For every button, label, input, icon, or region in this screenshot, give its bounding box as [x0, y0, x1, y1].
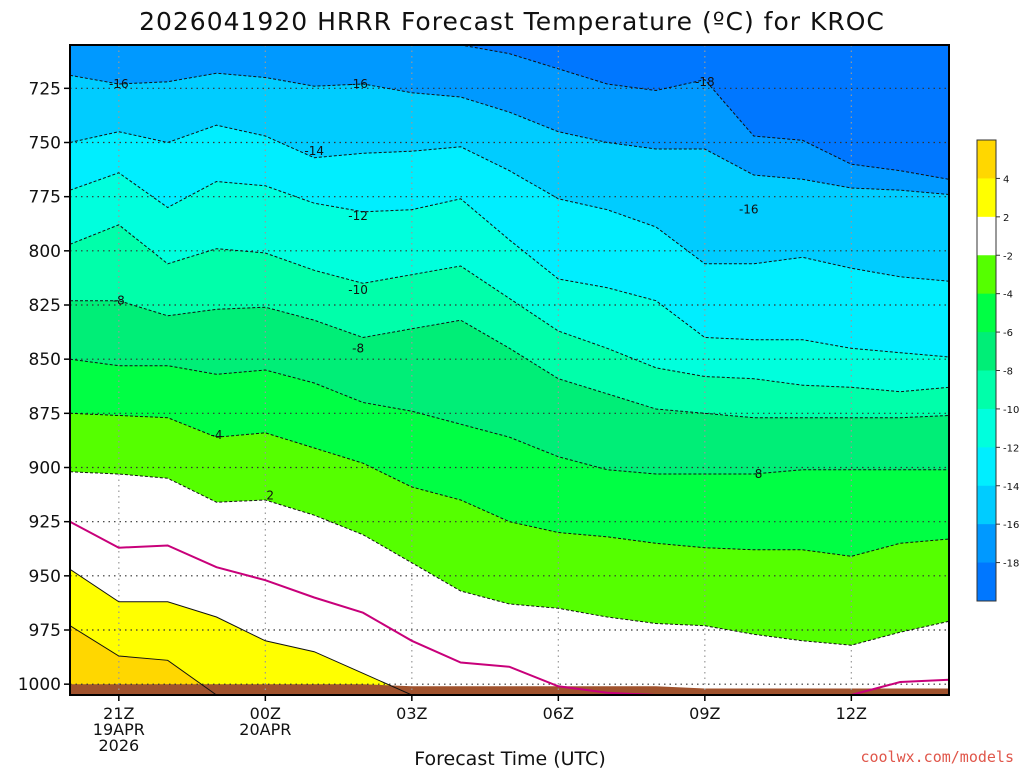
chart-title: 2026041920 HRRR Forecast Temperature (ºC… — [139, 7, 885, 36]
colorbar-swatch — [977, 255, 996, 295]
colorbar-label: -18 — [1003, 559, 1019, 570]
colorbar-label: -12 — [1003, 443, 1019, 454]
y-tick-label: 800 — [29, 242, 61, 262]
x-tick-label: 19APR — [93, 720, 145, 739]
y-tick-label: 775 — [29, 188, 61, 208]
colorbar-label: -16 — [1003, 520, 1019, 531]
contour-label: 8 — [755, 467, 763, 481]
colorbar-label: -8 — [1003, 367, 1013, 378]
colorbar-swatch — [977, 524, 996, 564]
plot-frame — [69, 44, 950, 696]
colorbar-label: -6 — [1003, 328, 1013, 339]
colorbar-swatch — [977, 370, 996, 410]
credit-link[interactable]: coolwx.com/models — [860, 748, 1014, 766]
contour--12 — [70, 124, 949, 282]
colorbar-swatch — [977, 447, 996, 487]
y-tick-label: 875 — [29, 404, 61, 424]
contour-labels: -16 -16 -18 -14 -16 -12 -10 -8 -8 -4 8 2 — [109, 75, 762, 503]
x-tick-label: 21Z — [103, 704, 134, 723]
contour-label: -8 — [113, 294, 125, 308]
temperature-bands — [70, 45, 949, 695]
colorbar: 4 2 -2 -4 -6 -8 -10 -12 -14 -16 -18 — [976, 139, 1019, 602]
contour--6 — [70, 300, 949, 419]
contour-label: -16 — [109, 77, 129, 91]
y-tick-label: 825 — [29, 296, 61, 316]
x-tick-label: 20APR — [239, 720, 291, 739]
grid-lines — [70, 45, 949, 695]
contour--8 — [70, 224, 949, 393]
colorbar-label: 4 — [1003, 174, 1009, 185]
y-tick-label: 925 — [29, 513, 61, 533]
contour-label: -4 — [211, 428, 223, 442]
colorbar-swatch — [977, 485, 996, 525]
colorbar-label: -14 — [1003, 482, 1019, 493]
colorbar-swatch — [977, 562, 996, 602]
y-tick-label: 750 — [29, 134, 61, 154]
colorbar-label: 2 — [1003, 213, 1009, 224]
y-tick-label: 1000 — [18, 675, 61, 695]
x-tick-label: 00Z — [250, 704, 281, 723]
colorbar-swatch — [977, 178, 996, 218]
y-tick-label: 975 — [29, 621, 61, 641]
contour-label: -14 — [304, 144, 324, 158]
contour-label: -16 — [739, 203, 759, 217]
contour-label: 2 — [266, 489, 274, 503]
contour-label: -16 — [348, 77, 368, 91]
y-tick-label: 950 — [29, 567, 61, 587]
colorbar-swatch — [977, 293, 996, 333]
contour-4 — [70, 568, 949, 695]
contour--4 — [70, 358, 949, 475]
contour-2 — [70, 471, 949, 646]
colorbar-swatch — [977, 408, 996, 448]
colorbar-swatch — [977, 332, 996, 371]
x-tick-label: 03Z — [396, 704, 427, 723]
contour-label: -18 — [695, 75, 715, 89]
x-tick-label: 09Z — [689, 704, 720, 723]
contour-label: -12 — [348, 209, 368, 223]
contour--10 — [70, 172, 949, 358]
band-4 — [70, 569, 949, 695]
colorbar-label: -4 — [1003, 290, 1013, 301]
y-tick-label: 725 — [29, 79, 61, 99]
ground-surface — [70, 684, 949, 695]
contour-label: -10 — [348, 283, 368, 297]
colorbar-label: -10 — [1003, 405, 1019, 416]
colorbar-label: -2 — [1003, 251, 1013, 262]
contour-lines — [70, 45, 949, 695]
x-tick-label: 2026 — [98, 736, 139, 755]
contour--16 — [70, 45, 949, 180]
x-axis-label: Forecast Time (UTC) — [414, 748, 605, 768]
x-tick-label: 06Z — [543, 704, 574, 723]
x-tick-label: 12Z — [836, 704, 867, 723]
contour-label: -8 — [352, 341, 364, 355]
band-2 — [70, 471, 949, 695]
contour--2 — [70, 412, 949, 557]
y-tick-label: 850 — [29, 350, 61, 370]
zero-isotherm — [70, 520, 949, 695]
colorbar-swatch — [977, 216, 996, 256]
y-tick-label: 900 — [29, 459, 61, 479]
y-axis: 725 750 775 800 825 850 875 900 925 950 975 1000 — [18, 79, 70, 695]
contour--14 — [70, 72, 949, 195]
colorbar-swatch — [977, 140, 996, 179]
